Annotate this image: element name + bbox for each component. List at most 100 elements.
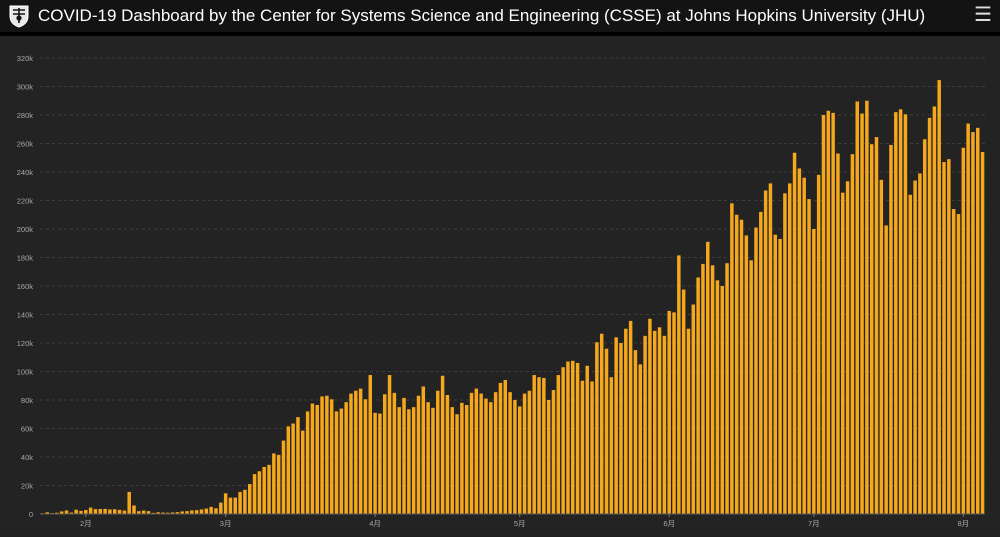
daily-cases-bar[interactable] bbox=[860, 113, 864, 514]
daily-cases-bar[interactable] bbox=[233, 497, 238, 514]
daily-cases-bar[interactable] bbox=[879, 179, 884, 514]
daily-cases-bar[interactable] bbox=[652, 330, 657, 514]
daily-cases-bar[interactable] bbox=[951, 209, 956, 515]
daily-cases-bar[interactable] bbox=[768, 183, 773, 514]
daily-cases-bar[interactable] bbox=[426, 402, 430, 514]
daily-cases-bar[interactable] bbox=[937, 80, 941, 515]
daily-cases-bar[interactable] bbox=[590, 381, 594, 514]
daily-cases-bar[interactable] bbox=[778, 238, 782, 514]
daily-cases-bar[interactable] bbox=[619, 343, 623, 514]
daily-cases-bar[interactable] bbox=[166, 512, 170, 514]
daily-cases-bar[interactable] bbox=[527, 390, 532, 514]
daily-cases-bar[interactable] bbox=[763, 190, 768, 514]
daily-cases-bar[interactable] bbox=[281, 440, 286, 514]
daily-cases-bar[interactable] bbox=[826, 110, 831, 514]
daily-cases-bar[interactable] bbox=[599, 333, 604, 514]
daily-cases-bar[interactable] bbox=[358, 388, 363, 514]
daily-cases-bar[interactable] bbox=[436, 390, 440, 514]
daily-cases-bar[interactable] bbox=[672, 312, 676, 514]
daily-cases-bar[interactable] bbox=[503, 380, 508, 514]
daily-cases-bar[interactable] bbox=[450, 407, 454, 514]
daily-cases-bar[interactable] bbox=[874, 137, 879, 514]
daily-cases-bar[interactable] bbox=[836, 153, 840, 514]
daily-cases-bar[interactable] bbox=[643, 335, 647, 514]
daily-cases-bar[interactable] bbox=[498, 382, 503, 514]
daily-cases-bar[interactable] bbox=[831, 112, 835, 515]
daily-cases-bar[interactable] bbox=[301, 430, 305, 514]
daily-cases-bar[interactable] bbox=[199, 509, 204, 514]
daily-cases-bar[interactable] bbox=[546, 400, 551, 514]
daily-cases-bar[interactable] bbox=[296, 417, 300, 514]
daily-cases-bar[interactable] bbox=[247, 484, 252, 514]
daily-cases-bar[interactable] bbox=[922, 139, 927, 514]
daily-cases-bar[interactable] bbox=[228, 497, 233, 514]
daily-cases-bar[interactable] bbox=[522, 393, 527, 514]
daily-cases-bar[interactable] bbox=[387, 375, 392, 514]
daily-cases-bar[interactable] bbox=[701, 263, 705, 514]
daily-cases-bar[interactable] bbox=[730, 203, 734, 514]
daily-cases-bar[interactable] bbox=[575, 362, 580, 514]
daily-cases-bar[interactable] bbox=[161, 512, 165, 514]
daily-cases-bar[interactable] bbox=[865, 100, 869, 514]
daily-cases-bar[interactable] bbox=[773, 234, 778, 514]
daily-cases-bar[interactable] bbox=[431, 407, 435, 514]
daily-cases-bar[interactable] bbox=[373, 412, 377, 514]
daily-cases-bar[interactable] bbox=[339, 408, 344, 514]
daily-cases-bar[interactable] bbox=[194, 510, 199, 514]
daily-cases-bar[interactable] bbox=[267, 464, 271, 514]
daily-cases-bar[interactable] bbox=[725, 263, 729, 514]
daily-cases-bar[interactable] bbox=[816, 174, 821, 514]
daily-cases-bar[interactable] bbox=[305, 411, 310, 514]
daily-cases-bar[interactable] bbox=[291, 423, 295, 514]
daily-cases-bar[interactable] bbox=[180, 511, 184, 514]
daily-cases-bar[interactable] bbox=[903, 114, 908, 514]
daily-cases-bar[interactable] bbox=[146, 511, 151, 514]
daily-cases-bar[interactable] bbox=[551, 390, 556, 514]
daily-cases-bar[interactable] bbox=[706, 241, 710, 514]
daily-cases-bar[interactable] bbox=[257, 471, 262, 514]
daily-cases-bar[interactable] bbox=[411, 407, 416, 514]
daily-cases-bar[interactable] bbox=[749, 260, 753, 514]
daily-cases-bar[interactable] bbox=[407, 409, 411, 514]
daily-cases-bar[interactable] bbox=[382, 394, 387, 514]
daily-cases-bar[interactable] bbox=[628, 320, 633, 514]
daily-cases-bar[interactable] bbox=[744, 235, 749, 514]
daily-cases-bar[interactable] bbox=[850, 154, 855, 514]
daily-cases-bar[interactable] bbox=[445, 395, 450, 514]
daily-cases-bar[interactable] bbox=[402, 397, 406, 514]
daily-cases-bar[interactable] bbox=[947, 159, 951, 515]
daily-cases-bar[interactable] bbox=[604, 348, 609, 514]
daily-cases-bar[interactable] bbox=[122, 510, 127, 514]
daily-cases-bar[interactable] bbox=[542, 377, 546, 514]
daily-cases-bar[interactable] bbox=[368, 375, 373, 514]
daily-cases-bar[interactable] bbox=[469, 392, 474, 514]
daily-cases-bar[interactable] bbox=[489, 402, 493, 514]
daily-cases-bar[interactable] bbox=[272, 453, 276, 514]
daily-cases-bar[interactable] bbox=[320, 396, 324, 514]
daily-cases-bar[interactable] bbox=[932, 106, 937, 514]
daily-cases-bar[interactable] bbox=[686, 328, 691, 514]
daily-cases-bar[interactable] bbox=[55, 512, 59, 514]
daily-cases-bar[interactable] bbox=[108, 509, 112, 514]
daily-cases-bar[interactable] bbox=[185, 511, 189, 514]
daily-cases-bar[interactable] bbox=[710, 265, 715, 514]
daily-cases-bar[interactable] bbox=[397, 407, 401, 514]
daily-cases-bar[interactable] bbox=[464, 404, 469, 514]
daily-cases-bar[interactable] bbox=[474, 388, 479, 514]
daily-cases-bar[interactable] bbox=[869, 144, 874, 514]
daily-cases-bar[interactable] bbox=[349, 393, 353, 514]
daily-cases-bar[interactable] bbox=[223, 493, 228, 514]
daily-cases-bar[interactable] bbox=[276, 454, 281, 514]
daily-cases-bar[interactable] bbox=[720, 286, 724, 514]
daily-cases-bar[interactable] bbox=[103, 508, 107, 514]
daily-cases-bar[interactable] bbox=[976, 127, 980, 514]
daily-cases-bar[interactable] bbox=[884, 225, 888, 514]
daily-cases-bar[interactable] bbox=[855, 101, 859, 515]
daily-cases-bar[interactable] bbox=[325, 395, 329, 514]
daily-cases-bar[interactable] bbox=[156, 512, 160, 514]
daily-cases-bar[interactable] bbox=[117, 509, 122, 514]
daily-cases-bar[interactable] bbox=[633, 350, 638, 514]
daily-cases-bar[interactable] bbox=[609, 377, 614, 514]
daily-cases-bar[interactable] bbox=[715, 280, 720, 514]
daily-cases-bar[interactable] bbox=[59, 511, 64, 514]
